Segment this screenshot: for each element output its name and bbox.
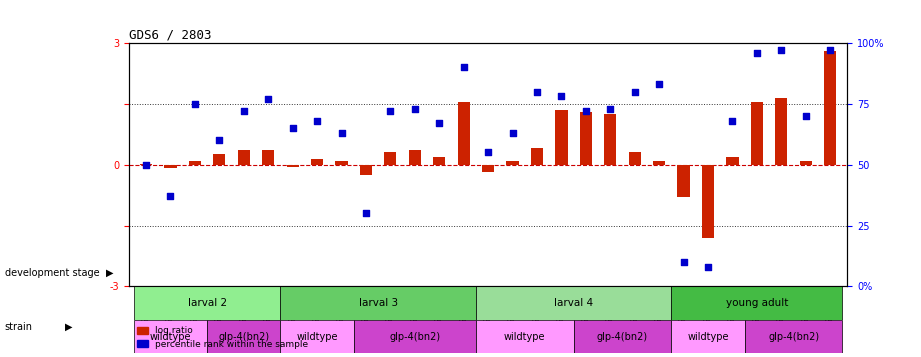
- Point: [286, 125, 300, 131]
- Bar: [409, 150, 421, 165]
- Text: wildtype: wildtype: [687, 332, 729, 342]
- FancyBboxPatch shape: [476, 286, 671, 320]
- Bar: [751, 102, 763, 165]
- Text: young adult: young adult: [726, 298, 788, 308]
- FancyBboxPatch shape: [280, 286, 476, 320]
- Point: [822, 47, 837, 53]
- Bar: [824, 51, 836, 165]
- Point: [506, 130, 520, 136]
- Text: wildtype: wildtype: [297, 332, 338, 342]
- Text: glp-4(bn2): glp-4(bn2): [390, 332, 440, 342]
- Bar: [775, 98, 787, 165]
- Legend: log ratio, percentile rank within the sample: log ratio, percentile rank within the sa…: [134, 323, 312, 352]
- Bar: [458, 102, 470, 165]
- Bar: [286, 165, 298, 167]
- Bar: [140, 164, 152, 165]
- Text: glp-4(bn2): glp-4(bn2): [768, 332, 819, 342]
- Bar: [629, 152, 641, 165]
- FancyBboxPatch shape: [354, 320, 476, 353]
- Bar: [799, 161, 812, 165]
- Text: larval 4: larval 4: [554, 298, 593, 308]
- Bar: [507, 161, 519, 165]
- Text: development stage: development stage: [5, 268, 99, 278]
- Point: [432, 120, 447, 126]
- Bar: [727, 156, 739, 165]
- Point: [334, 130, 349, 136]
- Point: [188, 101, 203, 107]
- Bar: [335, 161, 347, 165]
- Text: wildtype: wildtype: [504, 332, 545, 342]
- Text: larval 2: larval 2: [188, 298, 227, 308]
- FancyBboxPatch shape: [671, 320, 745, 353]
- FancyBboxPatch shape: [280, 320, 354, 353]
- Point: [309, 118, 324, 124]
- Point: [163, 193, 178, 199]
- Bar: [653, 161, 665, 165]
- FancyBboxPatch shape: [207, 320, 280, 353]
- Bar: [238, 150, 250, 165]
- FancyBboxPatch shape: [476, 320, 574, 353]
- Text: glp-4(bn2): glp-4(bn2): [218, 332, 269, 342]
- Bar: [482, 165, 495, 172]
- Bar: [579, 112, 592, 165]
- Point: [261, 96, 275, 102]
- Text: glp-4(bn2): glp-4(bn2): [597, 332, 648, 342]
- Text: larval 3: larval 3: [358, 298, 398, 308]
- Bar: [702, 165, 714, 238]
- Bar: [164, 165, 177, 168]
- Text: wildtype: wildtype: [150, 332, 192, 342]
- FancyBboxPatch shape: [671, 286, 843, 320]
- Text: ▶: ▶: [106, 268, 113, 278]
- Point: [237, 108, 251, 114]
- Point: [774, 47, 788, 53]
- Bar: [311, 159, 323, 165]
- Point: [627, 89, 642, 94]
- Bar: [384, 152, 397, 165]
- Point: [407, 106, 422, 111]
- FancyBboxPatch shape: [574, 320, 671, 353]
- FancyBboxPatch shape: [134, 320, 207, 353]
- Point: [530, 89, 544, 94]
- Point: [578, 108, 593, 114]
- Bar: [214, 155, 226, 165]
- Bar: [189, 161, 201, 165]
- Point: [554, 94, 569, 99]
- FancyBboxPatch shape: [134, 286, 280, 320]
- Point: [652, 81, 667, 87]
- Point: [456, 64, 471, 70]
- FancyBboxPatch shape: [745, 320, 843, 353]
- Bar: [604, 114, 616, 165]
- Bar: [433, 156, 446, 165]
- Text: ▶: ▶: [64, 322, 72, 332]
- Point: [603, 106, 618, 111]
- Point: [139, 162, 154, 167]
- Point: [701, 264, 716, 270]
- Point: [676, 259, 691, 265]
- Point: [212, 137, 227, 143]
- Bar: [555, 110, 567, 165]
- Bar: [530, 149, 543, 165]
- Point: [358, 211, 373, 216]
- Point: [725, 118, 740, 124]
- Bar: [360, 165, 372, 175]
- Point: [383, 108, 398, 114]
- Text: GDS6 / 2803: GDS6 / 2803: [129, 29, 212, 42]
- Point: [750, 50, 764, 55]
- Point: [799, 113, 813, 119]
- Bar: [262, 150, 274, 165]
- Text: strain: strain: [5, 322, 32, 332]
- Point: [481, 150, 495, 155]
- Bar: [678, 165, 690, 197]
